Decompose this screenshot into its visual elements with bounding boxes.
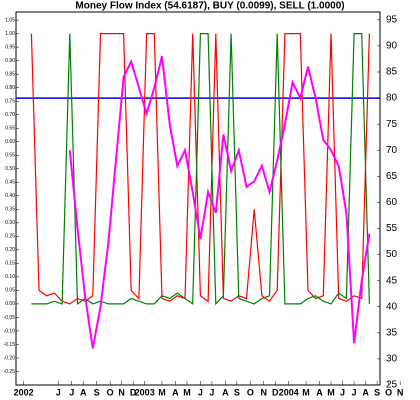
x-tick-label: D bbox=[130, 387, 137, 397]
y2-tick-label: 30 bbox=[386, 354, 398, 365]
y-tick-label: 0.15 bbox=[5, 261, 15, 267]
y-tick-label: 0.00 bbox=[5, 301, 15, 307]
y2-tick-label: 95 bbox=[386, 14, 398, 25]
y-tick-label: 0.25 bbox=[5, 234, 15, 240]
x-tick-label: J bbox=[56, 387, 61, 397]
y2-tick-label: 75 bbox=[386, 119, 398, 130]
y-tick-label: 0.20 bbox=[5, 247, 15, 253]
x-tick-label: O bbox=[247, 387, 254, 397]
x-tick-label: A bbox=[362, 387, 369, 397]
y-tick-label: 0.10 bbox=[5, 274, 15, 280]
y-tick-label: 0.65 bbox=[5, 126, 15, 132]
y-tick-label: 0.35 bbox=[5, 207, 15, 213]
x-tick-label: O bbox=[107, 387, 114, 397]
y2-tick-label: 25 bbox=[386, 380, 398, 391]
y2-tick-label: 90 bbox=[386, 41, 398, 52]
y-tick-label: 0.60 bbox=[5, 139, 15, 145]
x-tick-label: S bbox=[234, 387, 240, 397]
y2-tick-label: 35 bbox=[386, 327, 398, 338]
x-tick-label: N bbox=[118, 387, 125, 397]
y-tick-label: 0.90 bbox=[5, 58, 15, 64]
x-tick-label: S bbox=[94, 387, 100, 397]
series-line bbox=[31, 33, 370, 306]
y2-tick-label: 60 bbox=[386, 197, 398, 208]
x-tick-label: J bbox=[69, 387, 74, 397]
series-line bbox=[68, 56, 371, 349]
y2-tick-label: 85 bbox=[386, 67, 398, 78]
x-tick-label: J bbox=[198, 387, 203, 397]
y2-tick-label: 65 bbox=[386, 171, 398, 182]
y-tick-label: 0.85 bbox=[5, 71, 15, 77]
y-tick-label: 0.50 bbox=[5, 166, 15, 172]
y2-tick-label: 45 bbox=[386, 275, 398, 286]
y-tick-label: 1.05 bbox=[5, 17, 15, 23]
x-tick-label: J bbox=[209, 387, 214, 397]
y-tick-label: 0.95 bbox=[5, 44, 15, 50]
y-tick-label: 0.30 bbox=[5, 220, 15, 226]
x-tick-label: O bbox=[385, 387, 392, 397]
y2-tick-label: 80 bbox=[386, 93, 398, 104]
series-line bbox=[30, 33, 370, 305]
x-tick-label: J bbox=[352, 387, 357, 397]
x-tick-label: 2004 bbox=[279, 387, 299, 397]
x-tick-label: 2002 bbox=[14, 387, 34, 397]
y-tick-label: 0.80 bbox=[5, 85, 15, 91]
x-tick-label: J bbox=[340, 387, 345, 397]
y-tick-label: 0.75 bbox=[5, 99, 15, 105]
plot-frame bbox=[15, 11, 381, 386]
x-tick-label: A bbox=[222, 387, 229, 397]
y-tick-label: 0.45 bbox=[5, 180, 15, 186]
y2-tick-label: 70 bbox=[386, 145, 398, 156]
x-tick-label: N bbox=[397, 387, 404, 397]
y-tick-label: -0.05 bbox=[4, 315, 16, 321]
chart-title: Money Flow Index (54.6187), BUY (0.0099)… bbox=[75, 1, 344, 12]
x-tick-label: A bbox=[80, 387, 87, 397]
x-tick-label: S bbox=[374, 387, 380, 397]
y-tick-label: 0.55 bbox=[5, 153, 15, 159]
y-tick-label: -0.20 bbox=[4, 355, 16, 361]
y-tick-label: 0.70 bbox=[5, 112, 15, 118]
x-tick-label: M bbox=[327, 387, 335, 397]
x-tick-label: 2003 bbox=[135, 387, 155, 397]
x-tick-label: M bbox=[302, 387, 310, 397]
y-tick-label: 1.00 bbox=[5, 31, 15, 37]
x-tick-label: A bbox=[316, 387, 323, 397]
x-tick-label: M bbox=[183, 387, 191, 397]
y2-tick-label: 55 bbox=[386, 223, 398, 234]
y-tick-label: 0.40 bbox=[5, 193, 15, 199]
y-tick-label: -0.25 bbox=[4, 369, 16, 375]
x-tick-label: D bbox=[272, 387, 279, 397]
x-tick-label: M bbox=[158, 387, 166, 397]
y2-tick-label: 40 bbox=[386, 301, 398, 312]
y-tick-label: 0.05 bbox=[5, 288, 15, 294]
x-tick-label: N bbox=[261, 387, 268, 397]
y2-tick-label: 50 bbox=[386, 249, 398, 260]
y-tick-label: -0.10 bbox=[4, 328, 16, 334]
x-tick-label: A bbox=[172, 387, 179, 397]
y-tick-label: -0.15 bbox=[4, 342, 16, 348]
